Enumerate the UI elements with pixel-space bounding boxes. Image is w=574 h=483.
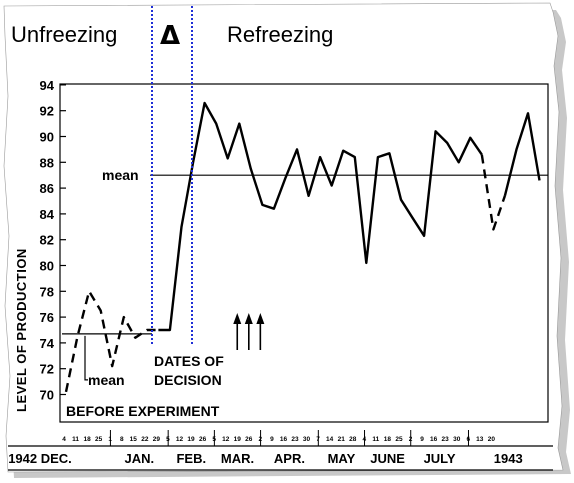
y-axis-label: LEVEL OF PRODUCTION bbox=[14, 248, 29, 412]
month-label: 1943 bbox=[494, 451, 523, 466]
y-tick-label: 76 bbox=[40, 310, 54, 325]
y-tick-label: 70 bbox=[40, 388, 54, 403]
production-series bbox=[64, 101, 541, 393]
month-label: JULY bbox=[424, 451, 456, 466]
day-tick-label: 4 bbox=[62, 436, 66, 443]
day-tick-label: 9 bbox=[420, 436, 424, 443]
decision-label-line2: DECISION bbox=[154, 372, 222, 388]
month-label: 1942 DEC. bbox=[8, 451, 72, 466]
paper-sheet bbox=[3, 2, 564, 473]
y-tick-label: 92 bbox=[40, 104, 54, 119]
day-tick-label: 29 bbox=[153, 436, 161, 443]
day-tick-label: 28 bbox=[349, 436, 357, 443]
y-tick-label: 94 bbox=[40, 78, 55, 93]
day-tick-label: 19 bbox=[234, 436, 242, 443]
day-tick-label: 16 bbox=[430, 436, 438, 443]
decision-arrows bbox=[233, 313, 265, 350]
y-tick-label: 72 bbox=[40, 362, 54, 377]
day-tick-label: 14 bbox=[326, 436, 334, 443]
day-tick-label: 22 bbox=[141, 436, 149, 443]
day-tick-label: 15 bbox=[130, 436, 138, 443]
decision-arrow-head bbox=[244, 313, 253, 324]
day-tick-label: 18 bbox=[384, 436, 392, 443]
day-tick-label: 26 bbox=[245, 436, 253, 443]
y-tick-label: 80 bbox=[40, 259, 54, 274]
month-label: JUNE bbox=[370, 451, 405, 466]
mean-before-leader bbox=[84, 335, 88, 381]
day-tick-label: 11 bbox=[72, 436, 79, 443]
day-tick-label: 18 bbox=[83, 436, 91, 443]
day-tick-label: 2 bbox=[409, 436, 413, 443]
day-tick-label: 30 bbox=[453, 436, 461, 443]
series-segment-dashed bbox=[64, 290, 159, 393]
series-segment-dashed bbox=[480, 154, 507, 231]
day-tick-label: 25 bbox=[395, 436, 403, 443]
day-tick-label: 20 bbox=[488, 436, 496, 443]
mean-before-label: mean bbox=[88, 372, 125, 388]
decision-label-line1: DATES OF bbox=[154, 353, 224, 369]
day-tick-label: 26 bbox=[199, 436, 207, 443]
y-axis-ticks: 70 72 74 76 78 80 82 84 86 88 90 92 94 bbox=[40, 78, 66, 403]
y-tick-label: 90 bbox=[40, 130, 54, 145]
day-tick-label: 1 bbox=[108, 436, 112, 443]
mean-after-label: mean bbox=[102, 167, 139, 183]
day-tick-label: 5 bbox=[212, 436, 216, 443]
y-tick-label: 74 bbox=[40, 336, 55, 351]
day-tick-label: 23 bbox=[442, 436, 450, 443]
series-segment-solid bbox=[158, 101, 483, 332]
month-label: JAN. bbox=[124, 451, 154, 466]
day-tick-label: 25 bbox=[95, 436, 103, 443]
y-tick-label: 88 bbox=[40, 155, 54, 170]
y-tick-label: 82 bbox=[40, 233, 54, 248]
day-tick-label: 2 bbox=[259, 436, 263, 443]
decision-arrow-head bbox=[233, 313, 242, 324]
month-label: APR. bbox=[274, 451, 305, 466]
unfreezing-label: Unfreezing bbox=[11, 22, 117, 47]
day-tick-label: 4 bbox=[362, 436, 366, 443]
day-tick-label: 19 bbox=[187, 436, 195, 443]
month-label: MAR. bbox=[221, 451, 254, 466]
plot-frame bbox=[59, 83, 549, 423]
day-tick-label: 6 bbox=[466, 436, 470, 443]
day-tick-label: 16 bbox=[280, 436, 288, 443]
day-tick-label: 12 bbox=[222, 436, 230, 443]
before-experiment-label: BEFORE EXPERIMENT bbox=[66, 403, 220, 419]
y-tick-label: 78 bbox=[40, 284, 54, 299]
day-tick-label: 8 bbox=[120, 436, 124, 443]
y-tick-label: 86 bbox=[40, 181, 54, 196]
day-tick-label: 11 bbox=[372, 436, 379, 443]
day-tick-label: 13 bbox=[476, 436, 484, 443]
delta-label: Δ bbox=[160, 21, 180, 51]
day-tick-label: 12 bbox=[176, 436, 184, 443]
day-tick-label: 7 bbox=[316, 436, 320, 443]
y-tick-label: 84 bbox=[40, 207, 55, 222]
day-tick-label: 5 bbox=[166, 436, 170, 443]
refreezing-label: Refreezing bbox=[227, 22, 333, 47]
day-tick-label: 30 bbox=[303, 436, 311, 443]
day-tick-label: 23 bbox=[291, 436, 299, 443]
day-tick-label: 21 bbox=[338, 436, 346, 443]
decision-arrow-head bbox=[256, 313, 265, 324]
month-label: FEB. bbox=[176, 451, 206, 466]
month-label: MAY bbox=[328, 451, 356, 466]
day-tick-label: 9 bbox=[270, 436, 274, 443]
series-segment-solid bbox=[503, 112, 541, 197]
